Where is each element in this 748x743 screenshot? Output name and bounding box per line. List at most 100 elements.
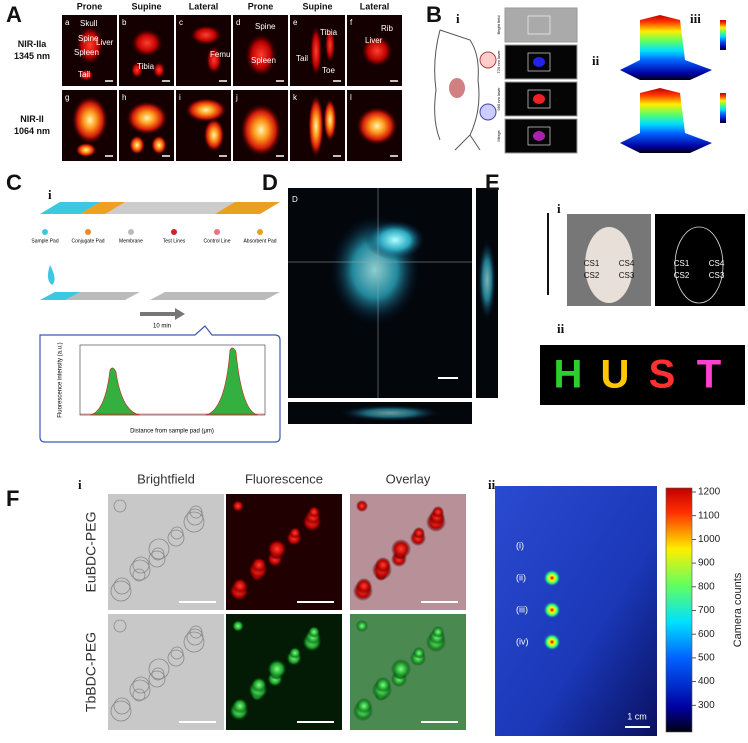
cell (232, 620, 244, 632)
time-label: 10 min (153, 324, 171, 330)
cell (413, 527, 425, 539)
sublabel: i (78, 477, 82, 492)
colorbar-tick-label: 1100 (698, 510, 720, 521)
site-label: CS4 (619, 259, 635, 268)
cell (413, 647, 425, 659)
image (540, 345, 745, 405)
cell (232, 578, 248, 594)
surface-plot (620, 88, 712, 153)
signal (533, 131, 545, 141)
channel-label: Merge (496, 130, 501, 142)
cell (356, 620, 368, 632)
glow (76, 25, 104, 65)
subpanel-letter: b (122, 18, 127, 27)
column-header: Prone (77, 1, 103, 11)
image (655, 214, 745, 306)
cell (356, 698, 372, 714)
image (504, 7, 578, 43)
annotation: Liver (96, 38, 114, 47)
glow (71, 96, 109, 144)
spot-label: (iii) (516, 604, 528, 614)
scale-label: 1 cm (627, 711, 647, 721)
colorbar-tick-label: 900 (698, 558, 715, 569)
subpanel-letter: j (235, 93, 238, 102)
glow (185, 98, 227, 122)
cell (113, 577, 131, 595)
legend-label: Control Line (204, 238, 231, 244)
site-label: CS3 (619, 271, 635, 280)
spot (543, 633, 561, 651)
glow (240, 103, 282, 157)
colorbar-tick-label: 600 (698, 629, 715, 640)
cell (308, 626, 320, 638)
annotation: Tail (78, 70, 90, 79)
subpanel-letter: l (350, 93, 352, 102)
glow (206, 46, 222, 74)
annotation: Toe (322, 66, 335, 75)
subpanel-letter: h (122, 93, 126, 102)
legend-label: Conjugate Pad (71, 238, 104, 244)
row-label: TbBDC-PEG (83, 632, 99, 712)
legend-dot (214, 229, 220, 235)
sublabel: i (456, 11, 460, 26)
glow (310, 25, 322, 77)
cell (189, 505, 203, 519)
pad (80, 202, 125, 214)
glow (190, 25, 222, 45)
cell (148, 658, 170, 680)
annotation: Femur (210, 50, 233, 59)
colorbar-tick-label: 400 (698, 676, 715, 687)
legend-dot (171, 229, 177, 235)
letter: S (649, 353, 676, 397)
subpanel-letter: d (236, 18, 240, 27)
site-label: CS3 (709, 271, 725, 280)
cell (186, 508, 204, 526)
cell (151, 667, 165, 681)
glow (323, 98, 337, 142)
glow (131, 29, 163, 57)
colorbar-title: Camera counts (732, 572, 744, 647)
spot (543, 569, 561, 587)
sublabel: ii (488, 477, 496, 492)
site-label: CS1 (584, 259, 600, 268)
image (495, 486, 657, 736)
glow (245, 33, 277, 77)
cell (167, 529, 185, 547)
column-header: Prone (248, 1, 274, 11)
mouse-outline (434, 29, 481, 151)
sublabel: ii (592, 53, 600, 68)
colorbar (665, 487, 693, 733)
letter: U (601, 353, 630, 397)
colorbar-tick-label: 1200 (698, 487, 721, 498)
row-label: 1345 nm (14, 51, 50, 61)
channel-label: 720 nm laser (496, 50, 501, 74)
cell (289, 527, 301, 539)
cell (183, 511, 205, 533)
cell (151, 547, 165, 561)
pad (40, 292, 80, 300)
channel-label: 980 nm laser (496, 87, 501, 111)
cell (391, 539, 411, 559)
callout (39, 325, 281, 443)
panel-label: D (262, 170, 278, 195)
glow (356, 106, 398, 146)
legend-label: Sample Pad (31, 238, 58, 244)
row-label: 1064 nm (14, 126, 50, 136)
colorbar-tick-label: 300 (698, 700, 715, 711)
annotation: Rib (381, 24, 394, 33)
cell (148, 538, 170, 560)
panel-label: B (426, 2, 442, 27)
annotation: Tibia (320, 28, 338, 37)
glow (361, 35, 393, 67)
color-key (720, 93, 726, 123)
glow (151, 135, 167, 155)
cell (148, 550, 166, 568)
axis-title: Fluorescence intensity (a.u.) (58, 342, 64, 417)
roi (527, 52, 551, 72)
legend-label: Absorbent Pad (243, 238, 276, 244)
cell (478, 240, 496, 320)
pad (215, 202, 280, 214)
micrograph (108, 494, 224, 610)
signal (533, 94, 545, 104)
